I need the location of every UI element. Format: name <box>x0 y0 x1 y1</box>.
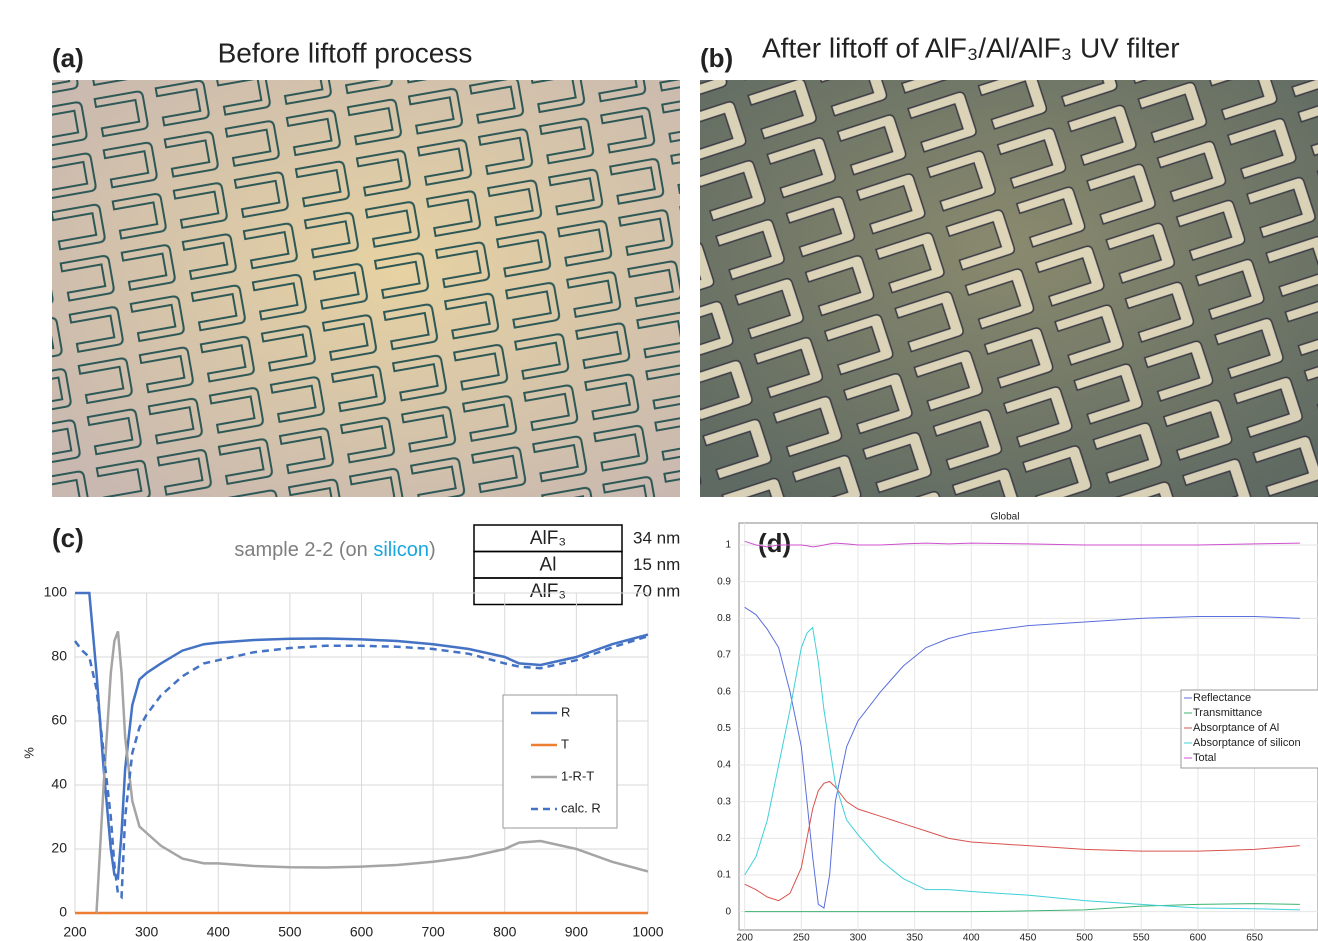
panel-label: (d) <box>758 528 791 558</box>
title-part: ) <box>429 539 436 561</box>
y-tick-label: 0.2 <box>717 833 731 844</box>
series-line <box>744 626 1300 911</box>
title-part: sample 2-2 (on <box>234 539 373 561</box>
legend-box <box>502 694 618 829</box>
x-tick-label: 200 <box>736 933 753 941</box>
layer-material: AlF₃ <box>530 528 566 549</box>
x-tick-label: 700 <box>421 924 445 940</box>
series-line <box>744 606 1300 909</box>
series-line <box>75 591 649 881</box>
panel-label: (a) <box>52 43 84 73</box>
x-tick-label: 500 <box>278 924 302 940</box>
y-tick-label: 0.5 <box>717 723 731 734</box>
legend-label: calc. R <box>561 800 601 815</box>
plot-frame <box>738 522 1318 931</box>
y-tick-label: 60 <box>51 712 67 728</box>
series-line <box>744 540 1300 548</box>
series-line <box>744 903 1300 913</box>
legend-label: Reflectance <box>1193 692 1251 704</box>
x-tick-label: 900 <box>565 924 589 940</box>
micrograph-a <box>52 80 680 497</box>
y-tick-label: 100 <box>44 584 68 600</box>
legend-label: Transmittance <box>1193 707 1262 719</box>
x-tick-label: 500 <box>1076 933 1093 941</box>
legend-label: Absorptance of silicon <box>1193 737 1301 749</box>
panel-label: (b) <box>700 43 733 73</box>
x-tick-label: 1000 <box>632 924 663 940</box>
y-tick-label: 80 <box>51 648 67 664</box>
x-tick-label: 300 <box>135 924 159 940</box>
y-tick-label: 0.3 <box>717 796 731 807</box>
y-tick-label: 0.4 <box>717 760 731 771</box>
legend-label: T <box>561 736 569 751</box>
x-tick-label: 300 <box>850 933 867 941</box>
chart-c: (c) sample 2-2 (on silicon)% AlF₃ 34 nm Al 15… <box>21 523 680 940</box>
y-tick-label: 0.7 <box>717 650 731 661</box>
y-tick-label: 0.6 <box>717 686 731 697</box>
layer-material: AlF₃ <box>530 581 566 602</box>
panel-title: Before liftoff process <box>218 37 473 68</box>
legend-box <box>1180 689 1318 769</box>
x-tick-label: 600 <box>1190 933 1207 941</box>
layer-thickness: 34 nm <box>633 528 680 547</box>
x-tick-label: 800 <box>493 924 517 940</box>
y-axis-label: % <box>21 747 36 759</box>
x-tick-label: 350 <box>906 933 923 941</box>
chart-title: Global <box>991 512 1020 523</box>
y-tick-label: 1 <box>725 540 731 551</box>
y-tick-label: 20 <box>51 840 67 856</box>
layer-material: Al <box>540 555 557 576</box>
layer-thickness: 15 nm <box>633 555 680 574</box>
x-tick-label: 600 <box>350 924 374 940</box>
panel-title: After liftoff of AlF₃/Al/AlF₃ UV filter <box>762 32 1180 63</box>
series-line <box>744 780 1300 902</box>
micrograph-b <box>700 80 1318 497</box>
y-tick-label: 0.8 <box>717 613 731 624</box>
y-tick-label: 0 <box>59 904 67 920</box>
legend-label: R <box>561 704 570 719</box>
title-part: silicon <box>373 539 429 561</box>
legend-label: Total <box>1193 752 1216 764</box>
x-tick-label: 250 <box>793 933 810 941</box>
panel-label: (c) <box>52 523 84 553</box>
x-tick-label: 550 <box>1133 933 1150 941</box>
x-tick-label: 650 <box>1246 933 1263 941</box>
legend-label: Absorptance of Al <box>1193 722 1279 734</box>
y-tick-label: 40 <box>51 776 67 792</box>
x-tick-label: 400 <box>963 933 980 941</box>
series-line <box>95 630 649 914</box>
layer-box <box>473 577 623 606</box>
series-line <box>73 635 649 900</box>
legend-label: 1-R-T <box>561 768 594 783</box>
y-tick-label: 0.1 <box>717 870 731 881</box>
chart-d: (d) Global 0 0.1 0.2 0.3 0.4 0.5 0.6 0.7 0.8 0.9 1 20… <box>717 512 1318 941</box>
y-tick-label: 0.9 <box>717 576 731 587</box>
chart-title: sample 2-2 (on silicon) <box>234 539 435 561</box>
x-tick-label: 400 <box>207 924 231 940</box>
y-tick-label: 0 <box>725 906 731 917</box>
layer-thickness: 70 nm <box>633 581 680 600</box>
x-tick-label: 450 <box>1020 933 1037 941</box>
x-tick-label: 200 <box>63 924 87 940</box>
